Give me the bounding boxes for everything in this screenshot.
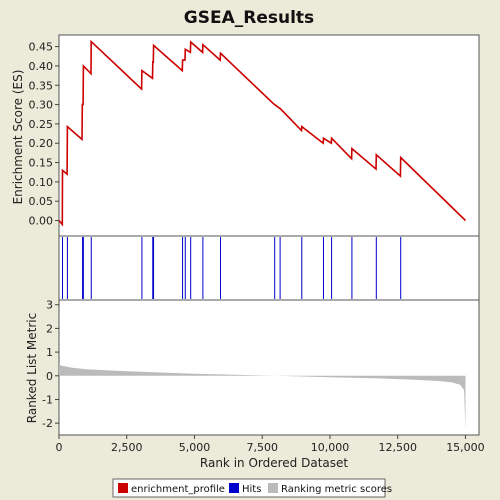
ranking-metric-fill	[59, 363, 466, 431]
es-tick-label: 0.15	[29, 157, 54, 170]
legend-label-enrichment-profile: enrichment_profile	[131, 484, 225, 495]
es-tick-label: 0.30	[29, 99, 54, 112]
es-tick-label: 0.40	[29, 60, 54, 73]
es-tick-label: 0.25	[29, 118, 54, 131]
metric-tick-label: 2	[46, 322, 53, 335]
x-tick-label: 7,500	[246, 441, 278, 454]
x-tick-label: 5,000	[179, 441, 211, 454]
ranking-panel	[58, 299, 480, 436]
legend-label-ranking-metric-scores: Ranking metric scores	[281, 484, 392, 495]
x-tick-label: 15,000	[446, 441, 485, 454]
x-tick-label: 2,500	[111, 441, 143, 454]
x-tick-label: 10,000	[311, 441, 350, 454]
metric-axis-title: Ranked List Metric	[25, 313, 39, 423]
legend: enrichment_profile Hits Ranking metric s…	[112, 478, 392, 498]
es-axis-title: Enrichment Score (ES)	[11, 70, 25, 205]
metric-tick-label: -2	[42, 417, 53, 430]
hits-panel	[58, 235, 480, 301]
es-tick-label: 0.05	[29, 195, 54, 208]
metric-tick-label: 0	[46, 370, 53, 383]
enrichment-panel	[58, 34, 480, 237]
es-tick-label: 0.10	[29, 176, 54, 189]
hits-marks	[62, 237, 402, 299]
metric-axis-ticks: -2 -1 0 1 2 3	[42, 299, 59, 430]
es-tick-label: 0.00	[29, 215, 54, 228]
x-axis-title: Rank in Ordered Dataset	[200, 456, 348, 470]
legend-swatch-ranking-metric-scores	[268, 483, 278, 493]
enrichment-profile-polyline	[58, 39, 467, 227]
x-tick-label: 12,500	[378, 441, 417, 454]
metric-tick-label: 3	[46, 299, 53, 312]
enrichment-profile-line	[58, 39, 467, 227]
ranking-metric-area	[59, 363, 466, 431]
es-tick-label: 0.20	[29, 137, 54, 150]
es-tick-label: 0.35	[29, 79, 54, 92]
x-tick-label: 0	[56, 441, 63, 454]
legend-box	[112, 478, 386, 498]
es-tick-label: 0.45	[29, 41, 54, 54]
metric-tick-label: 1	[46, 346, 53, 359]
chart-title: GSEA_Results	[184, 8, 314, 28]
x-axis-ticks: 0 2,500 5,000 7,500 10,000 12,500 15,000	[56, 435, 485, 454]
legend-label-hits: Hits	[242, 484, 261, 495]
es-axis-ticks: 0.00 0.05 0.10 0.15 0.20 0.25 0.30 0.35 0.40 0.45	[29, 41, 59, 228]
legend-swatch-enrichment-profile	[118, 483, 128, 493]
legend-swatch-hits	[229, 483, 239, 493]
metric-tick-label: -1	[42, 393, 53, 406]
